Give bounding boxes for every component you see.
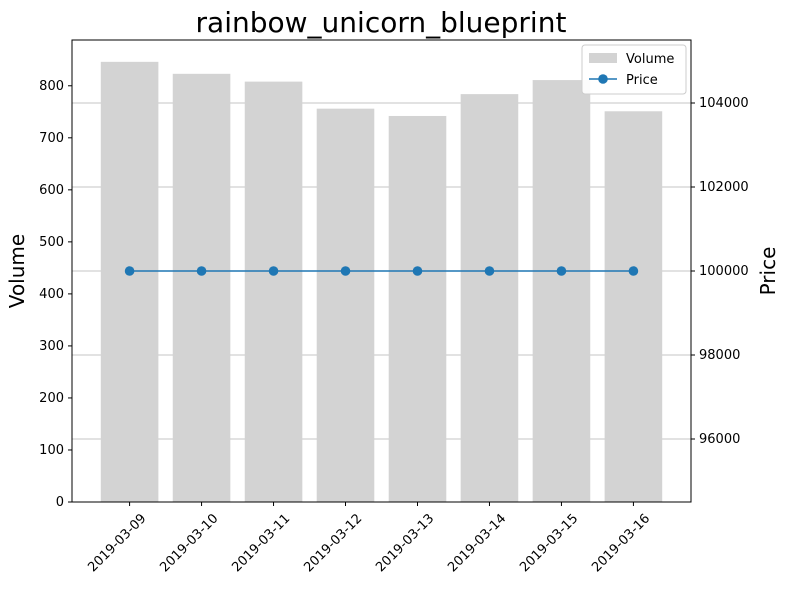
price-point [484,266,495,276]
right-axis-tick-label: 100000 [699,264,749,279]
price-line-group [124,266,639,276]
left-axis-tick-label: 400 [39,287,64,302]
chart-title: rainbow_unicorn_blueprint [196,6,567,39]
volume-bars [100,61,663,503]
left-axis-tick-label: 300 [39,339,64,354]
right-axis-tick-label: 104000 [699,96,749,111]
legend-price-label: Price [626,73,658,88]
left-axis-tick-label: 100 [39,443,64,458]
right-axis-tick-label: 98000 [699,348,740,363]
left-axis-tick-label: 600 [39,183,64,198]
volume-bar [532,80,591,502]
price-point [124,266,135,276]
legend-volume-label: Volume [626,52,674,67]
left-axis-tick-label: 800 [39,79,64,94]
volume-bar [460,94,519,503]
legend-volume-swatch [589,53,617,63]
price-point [196,266,207,276]
left-axis-tick-label: 0 [56,495,64,510]
price-point [556,266,567,276]
volume-bar [244,81,303,503]
legend-price-marker [598,74,608,84]
left-axis-tick-label: 700 [39,131,64,146]
volume-bar [100,61,159,503]
volume-bar [388,115,447,502]
left-axis-tick-label: 500 [39,235,64,250]
right-axis-label: Price [756,247,780,296]
left-axis-tick-label: 200 [39,391,64,406]
right-axis-tick-label: 102000 [699,180,749,195]
legend: Volume Price [581,44,687,95]
volume-bar [172,73,231,502]
right-axis-tick-label: 96000 [699,432,740,447]
volume-bar [316,108,375,503]
price-point [412,266,423,276]
right-axis: 96000 98000 100000 102000 104000 [691,96,749,447]
price-point [268,266,279,276]
price-point [628,266,639,276]
left-axis: 0 100 200 300 400 500 600 700 800 [39,79,72,510]
price-point [340,266,351,276]
volume-bar [604,111,663,502]
left-axis-label: Volume [5,234,29,308]
